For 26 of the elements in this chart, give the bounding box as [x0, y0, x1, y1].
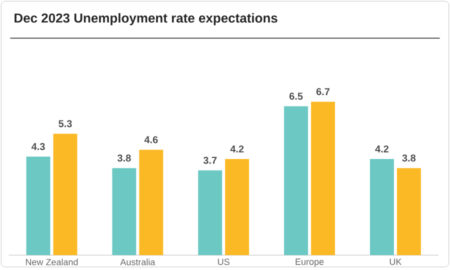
data-label: 4.2: [375, 145, 388, 152]
data-label: 4.2: [230, 145, 244, 152]
x-tick-label: UK: [390, 258, 402, 265]
x-tick-label: New Zealand: [26, 258, 78, 266]
bar: [26, 156, 50, 256]
x-tick-label: Australia: [120, 258, 156, 266]
data-label: 3.8: [117, 154, 131, 162]
data-label: 6.5: [289, 92, 303, 100]
bar: [311, 102, 335, 256]
data-label: 4.3: [31, 143, 45, 150]
x-tick-label: Europe: [296, 258, 324, 267]
chart-title: Dec 2023 Unemployment rate expectations: [14, 13, 278, 26]
data-label: 3.7: [203, 156, 217, 164]
data-label: 3.8: [402, 154, 416, 162]
bar: [139, 150, 164, 256]
bar: [370, 158, 394, 256]
x-tick-label: US: [218, 258, 230, 266]
bar: [284, 106, 308, 256]
bar: [198, 170, 222, 256]
data-label: 4.6: [144, 136, 158, 144]
data-label: 6.7: [316, 88, 330, 96]
bar: [112, 168, 136, 256]
bar: [53, 134, 78, 256]
data-label: 5.3: [58, 120, 72, 128]
bar: [396, 168, 421, 256]
bar: [225, 158, 250, 256]
